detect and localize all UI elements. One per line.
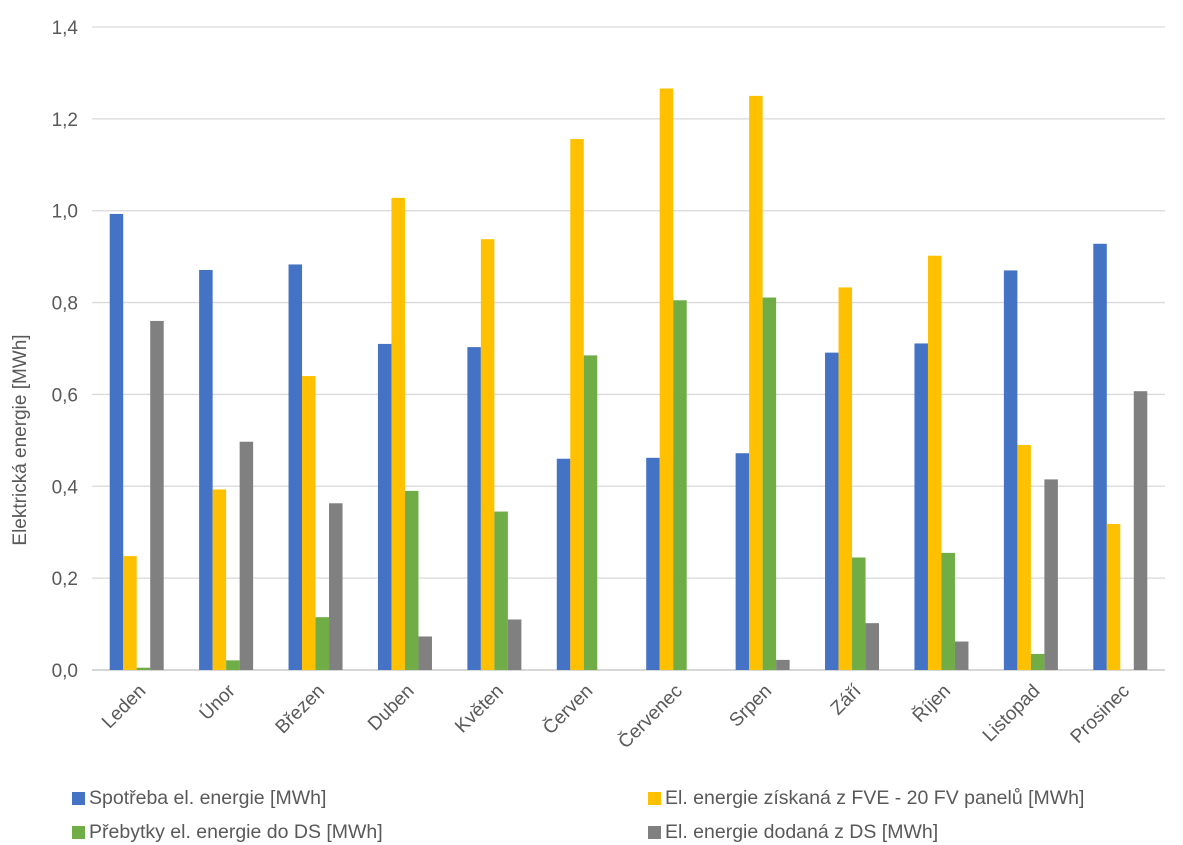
bar — [329, 503, 343, 670]
legend-label: El. energie dodaná z DS [MWh] — [665, 820, 939, 843]
bar — [1030, 653, 1045, 670]
legend-label: El. energie získaná z FVE - 20 FV panelů… — [665, 786, 1085, 809]
bar — [776, 659, 790, 670]
bar — [480, 239, 495, 670]
y-tick-label: 1,4 — [52, 18, 79, 39]
bar — [762, 297, 777, 670]
y-axis-title: Elektrická energie [MWh] — [10, 334, 31, 545]
bar — [109, 213, 124, 670]
legend-item: Přebytky el. energie do DS [MWh] — [72, 819, 383, 845]
legend-swatch — [72, 791, 85, 805]
bar — [239, 441, 254, 670]
y-tick-label: 1,0 — [52, 202, 78, 223]
x-tick-label: Prosinec — [1067, 681, 1134, 748]
y-tick-labels: 0,0 0,2 0,4 0,6 0,8 1,0 1,2 1,4 — [52, 18, 79, 682]
x-tick-label: Červen — [538, 680, 597, 739]
bar — [927, 255, 942, 670]
bar — [404, 490, 419, 670]
bar — [941, 552, 955, 670]
bar — [1106, 523, 1121, 670]
y-tick-label: 0,6 — [52, 385, 78, 406]
x-tick-label: Duben — [364, 681, 418, 735]
chart: 0,0 0,2 0,4 0,6 0,8 1,0 1,2 1,4 Leden Únor Březen… — [10, 18, 1165, 754]
bar — [1044, 479, 1058, 670]
x-tick-labels: Leden Únor Březen Duben Květen Červen Červenec… — [98, 680, 1134, 754]
bar — [418, 636, 432, 670]
gridlines — [92, 26, 1165, 671]
bar — [838, 287, 853, 670]
bar — [659, 88, 674, 671]
y-tick-label: 0,2 — [52, 569, 78, 590]
bar — [646, 457, 660, 670]
x-tick-label: Listopad — [979, 681, 1045, 747]
x-tick-label: Srpen — [725, 681, 776, 732]
bar — [1003, 270, 1018, 670]
bar — [136, 667, 151, 670]
bar — [302, 376, 316, 670]
x-tick-label: Únor — [195, 680, 240, 725]
bar — [954, 641, 969, 670]
y-tick-label: 0,0 — [52, 661, 78, 682]
bar — [288, 264, 303, 670]
bar — [914, 343, 928, 670]
bar — [377, 343, 392, 670]
bar — [865, 623, 880, 670]
legend: Spotřeba el. energie [MWh] El. energie z… — [0, 780, 1183, 844]
bar — [556, 458, 571, 670]
bar — [507, 619, 522, 670]
x-tick-label: Říjen — [908, 680, 955, 727]
bar — [150, 320, 164, 670]
bar — [199, 269, 213, 670]
bar — [123, 556, 137, 670]
y-tick-label: 1,2 — [52, 110, 78, 131]
bar — [391, 197, 405, 670]
legend-item: El. energie získaná z FVE - 20 FV panelů… — [648, 785, 1084, 811]
bar — [494, 511, 508, 670]
x-tick-label: Září — [827, 680, 866, 719]
bar — [852, 557, 866, 670]
bar — [315, 617, 330, 670]
bar — [749, 95, 763, 670]
bar — [1133, 391, 1148, 670]
bar — [673, 300, 687, 670]
legend-label: Spotřeba el. energie [MWh] — [89, 786, 327, 809]
bar — [583, 355, 598, 670]
bar — [735, 453, 750, 670]
x-tick-label: Leden — [98, 681, 150, 733]
bar — [467, 347, 481, 670]
legend-item: El. energie dodaná z DS [MWh] — [648, 819, 938, 845]
bar — [1017, 444, 1031, 670]
x-tick-label: Květen — [451, 681, 508, 738]
y-tick-label: 0,4 — [52, 477, 79, 498]
bars — [109, 88, 1148, 671]
legend-label: Přebytky el. energie do DS [MWh] — [89, 820, 383, 843]
bar — [226, 660, 240, 670]
x-tick-label: Červenec — [614, 680, 687, 753]
x-tick-label: Březen — [272, 681, 329, 738]
legend-swatch — [72, 825, 85, 839]
bar — [570, 139, 584, 670]
y-tick-label: 0,8 — [52, 294, 78, 315]
legend-swatch — [648, 791, 661, 805]
bar — [212, 489, 227, 670]
bar — [1093, 243, 1107, 670]
legend-swatch — [648, 825, 661, 839]
bar — [825, 352, 839, 670]
legend-item: Spotřeba el. energie [MWh] — [72, 785, 326, 811]
